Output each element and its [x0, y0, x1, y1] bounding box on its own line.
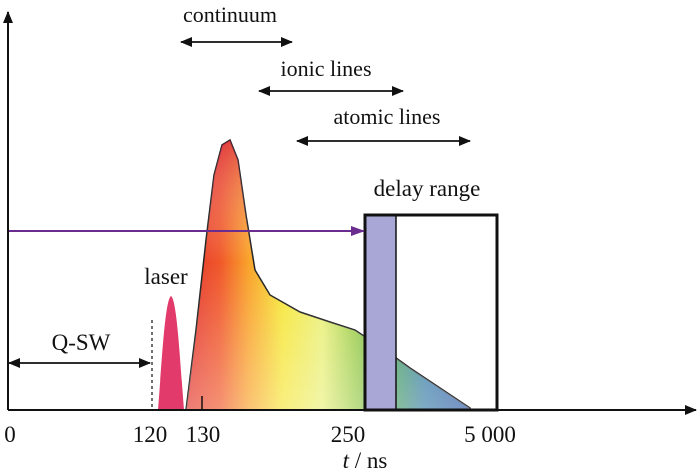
- x-axis-title-unit: / ns: [349, 448, 387, 473]
- x-axis-title: t / ns: [343, 448, 388, 473]
- atomic-lines-label: atomic lines: [334, 104, 441, 129]
- ionic-lines-label: ionic lines: [280, 56, 371, 81]
- tick-label-5000: 5 000: [464, 422, 516, 447]
- x-axis-title-var: t: [343, 448, 350, 473]
- tick-label-130: 130: [186, 422, 221, 447]
- q-sw-label: Q-SW: [52, 330, 111, 355]
- tick-label-0: 0: [4, 422, 16, 447]
- laser-label: laser: [144, 264, 188, 289]
- delay-range-label: delay range: [374, 176, 481, 201]
- plasma-emission-shade: [186, 140, 470, 410]
- delay-gate-fill: [365, 215, 396, 410]
- tick-label-120: 120: [133, 422, 168, 447]
- continuum-label: continuum: [183, 2, 277, 27]
- laser-pulse: [158, 296, 184, 410]
- tick-label-250: 250: [331, 422, 366, 447]
